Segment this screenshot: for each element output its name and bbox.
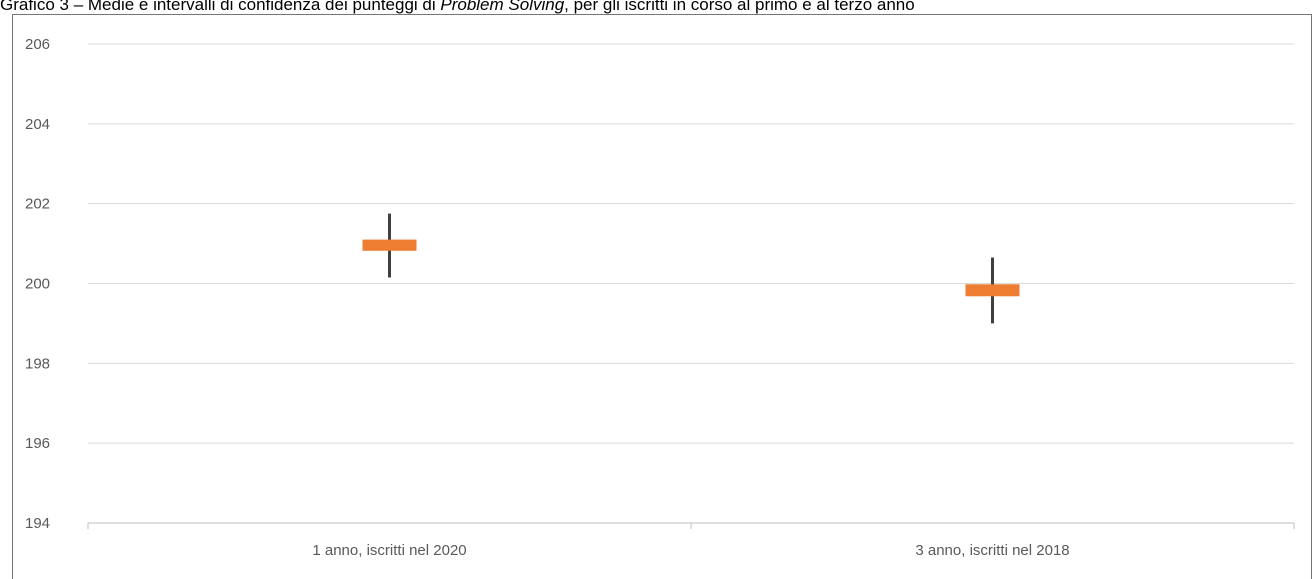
y-tick-label-196: 196 [25,435,50,452]
chart-title-part-1: Grafico 3 – Medie e intervalli di confid… [0,0,441,14]
y-tick-label-194: 194 [25,515,50,532]
chart-frame [12,14,1312,579]
x-tick-labels: 1 anno, iscritti nel 2020 3 anno, iscritt… [312,542,1069,559]
x-tick-label: 3 anno, iscritti nel 2018 [915,542,1069,559]
y-tick-labels: 194 196 198 200 202 204 206 [25,36,50,532]
mean-box [362,239,417,251]
x-axis [87,522,1295,529]
y-tick-label-204: 204 [25,116,50,133]
y-tick-label-200: 200 [25,276,50,293]
chart-title: Grafico 3 – Medie e intervalli di confid… [0,0,1314,16]
y-tick-label-206: 206 [25,36,50,53]
chart-title-italic-part: Problem Solving [440,0,565,14]
mean-box [965,284,1020,297]
data-marks [362,213,1020,324]
gridlines [88,43,1294,444]
chart-title-part-3: , per gli iscritti in corso al primo e a… [564,0,915,14]
x-tick-label: 1 anno, iscritti nel 2020 [312,542,466,559]
y-tick-label-198: 198 [25,355,50,372]
y-tick-label-202: 202 [25,196,50,213]
